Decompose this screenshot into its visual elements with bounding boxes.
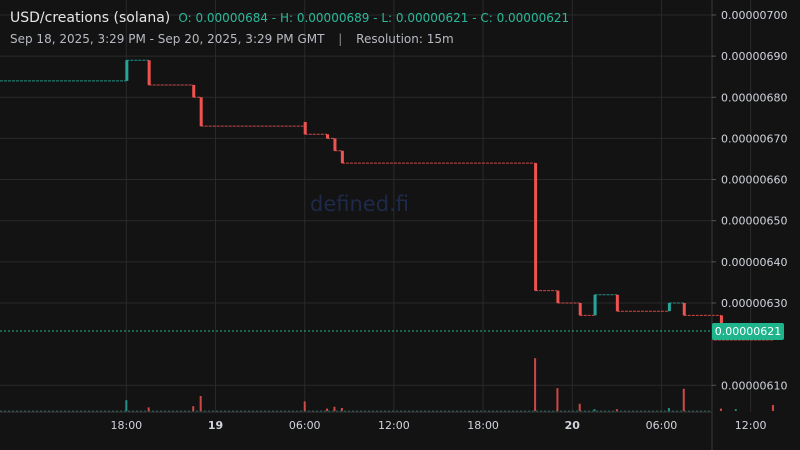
candle-body — [303, 121, 307, 135]
x-tick-label: 18:00 — [467, 419, 499, 432]
volume-bar — [682, 388, 685, 411]
volume-bar — [192, 406, 195, 411]
volume-bar — [593, 409, 596, 411]
candle-body — [125, 60, 129, 81]
volume-bar — [534, 358, 537, 411]
x-tick-label: 12:00 — [735, 419, 767, 432]
candle-body — [326, 134, 330, 139]
x-tick-label: 20 — [565, 419, 581, 432]
volume-bar — [667, 408, 670, 411]
current-price-tag: 0.00000621 — [712, 323, 784, 340]
volume-bar — [340, 408, 343, 411]
volume-bar — [771, 405, 774, 411]
watermark: defined.fi — [310, 192, 409, 216]
symbol-title[interactable]: USD/creations (solana) — [10, 10, 171, 26]
candle-body — [615, 294, 619, 312]
candle-body — [147, 60, 151, 85]
ohlc-readout: O: 0.00000684 - H: 0.00000689 - L: 0.000… — [178, 11, 570, 25]
candle-body — [340, 150, 344, 164]
volume-bar — [326, 408, 329, 411]
volume-bars — [0, 358, 774, 412]
candle-body — [682, 302, 686, 316]
x-tick-label: 06:00 — [289, 419, 321, 432]
y-tick-label: 0.00000650 — [721, 215, 787, 228]
volume-bar — [147, 407, 150, 411]
volume-bar — [734, 409, 737, 411]
separator: | — [338, 32, 343, 46]
y-tick-label: 0.00000610 — [721, 379, 787, 392]
candle-body — [578, 302, 582, 316]
x-tick-label: 18:00 — [110, 419, 142, 432]
x-tick-label: 12:00 — [378, 419, 410, 432]
y-tick-label: 0.00000680 — [721, 91, 787, 104]
y-tick-label: 0.00000700 — [721, 9, 787, 22]
price-axis[interactable]: 0.00000700 0.00000690 0.00000680 0.00000670… — [712, 9, 787, 392]
chart-header: USD/creations (solana) O: 0.00000684 - H… — [10, 10, 569, 46]
volume-bar — [125, 400, 128, 411]
resolution[interactable]: Resolution: 15m — [356, 32, 454, 46]
y-tick-label: 0.00000660 — [721, 174, 787, 187]
grid — [0, 0, 752, 412]
date-range: Sep 18, 2025, 3:29 PM - Sep 20, 2025, 3:… — [10, 32, 325, 46]
range-row: Sep 18, 2025, 3:29 PM - Sep 20, 2025, 3:… — [10, 32, 569, 46]
candle-body — [192, 84, 196, 98]
y-tick-label: 0.00000670 — [721, 132, 787, 145]
title-row: USD/creations (solana) O: 0.00000684 - H… — [10, 10, 569, 26]
x-tick-label: 06:00 — [646, 419, 678, 432]
candle-body — [534, 163, 538, 291]
volume-bar — [303, 401, 306, 411]
candle-body — [667, 302, 671, 312]
volume-bar — [615, 409, 618, 411]
volume-bar — [719, 408, 722, 411]
candle-body — [593, 294, 597, 316]
y-tick-label: 0.00000690 — [721, 50, 787, 63]
y-tick-label: 0.00000640 — [721, 256, 787, 269]
candle-body — [333, 138, 337, 151]
time-axis[interactable]: 18:00 19 06:00 12:00 18:00 20 06:00 12:00 — [110, 419, 766, 432]
candle-body — [556, 290, 560, 303]
volume-bar — [199, 396, 202, 411]
volume-bar — [556, 388, 559, 411]
y-tick-label: 0.00000630 — [721, 297, 787, 310]
volume-bar — [333, 406, 336, 411]
candle-body — [199, 97, 203, 127]
x-tick-label: 19 — [208, 419, 223, 432]
volume-bar — [578, 403, 581, 411]
